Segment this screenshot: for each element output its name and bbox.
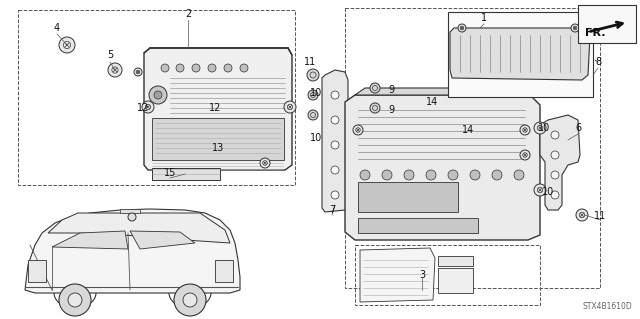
Polygon shape [450, 28, 590, 80]
Bar [120, 209, 140, 213]
Circle shape [59, 37, 75, 53]
Circle shape [308, 90, 318, 100]
Circle shape [426, 170, 436, 180]
Bar [358, 218, 478, 233]
Text: 14: 14 [426, 97, 438, 107]
Circle shape [534, 184, 546, 196]
Bar [438, 256, 473, 266]
Circle shape [370, 103, 380, 113]
Text: 7: 7 [329, 205, 335, 215]
Text: 12: 12 [137, 103, 149, 113]
Circle shape [260, 158, 270, 168]
Circle shape [307, 69, 319, 81]
Circle shape [208, 64, 216, 72]
Bar [358, 182, 458, 212]
Circle shape [520, 150, 530, 160]
Text: FR.: FR. [585, 28, 605, 38]
Bar [438, 268, 473, 293]
Text: 4: 4 [54, 23, 60, 33]
Text: 10: 10 [310, 133, 322, 143]
Circle shape [551, 191, 559, 199]
Circle shape [331, 116, 339, 124]
Circle shape [224, 64, 232, 72]
Text: 10: 10 [542, 187, 554, 197]
Bar [355, 245, 540, 305]
Text: 11: 11 [594, 211, 606, 221]
Circle shape [308, 110, 318, 120]
Circle shape [240, 64, 248, 72]
Text: 5: 5 [107, 50, 113, 60]
Text: 12: 12 [209, 103, 221, 113]
Circle shape [448, 170, 458, 180]
Text: 13: 13 [212, 143, 224, 153]
Circle shape [551, 171, 559, 179]
Text: 10: 10 [310, 88, 322, 98]
Polygon shape [25, 209, 240, 293]
Text: 6: 6 [575, 123, 581, 133]
Circle shape [404, 170, 414, 180]
Circle shape [551, 151, 559, 159]
Circle shape [382, 170, 392, 180]
Circle shape [492, 170, 502, 180]
Polygon shape [144, 48, 292, 170]
Polygon shape [130, 231, 195, 249]
Circle shape [520, 125, 530, 135]
Text: 10: 10 [538, 123, 550, 133]
Text: 14: 14 [462, 125, 474, 135]
Circle shape [183, 293, 197, 307]
Circle shape [174, 284, 206, 316]
Circle shape [192, 64, 200, 72]
Circle shape [571, 24, 579, 32]
Circle shape [134, 68, 142, 76]
Polygon shape [355, 88, 538, 95]
Text: 8: 8 [595, 57, 601, 67]
Circle shape [353, 125, 363, 135]
Text: 9: 9 [388, 85, 394, 95]
Polygon shape [540, 115, 580, 210]
Circle shape [331, 141, 339, 149]
Polygon shape [360, 248, 435, 302]
Circle shape [154, 91, 162, 99]
Text: STX4B1610D: STX4B1610D [582, 302, 632, 311]
Circle shape [142, 101, 154, 113]
Bar [578, 5, 636, 43]
Polygon shape [322, 70, 348, 212]
Circle shape [470, 170, 480, 180]
Circle shape [576, 209, 588, 221]
Circle shape [331, 166, 339, 174]
Polygon shape [345, 95, 540, 240]
Polygon shape [48, 213, 230, 243]
Circle shape [176, 64, 184, 72]
Circle shape [59, 284, 91, 316]
Circle shape [108, 63, 122, 77]
Circle shape [551, 131, 559, 139]
Circle shape [128, 213, 136, 221]
Text: 15: 15 [164, 168, 176, 178]
Circle shape [370, 83, 380, 93]
Bar [215, 260, 233, 282]
Bar [152, 118, 284, 160]
Circle shape [458, 24, 466, 32]
Text: 2: 2 [185, 9, 191, 19]
Polygon shape [152, 168, 220, 180]
Circle shape [534, 122, 546, 134]
Circle shape [331, 191, 339, 199]
Text: 9: 9 [388, 105, 394, 115]
Circle shape [149, 86, 167, 104]
Text: 1: 1 [481, 13, 487, 23]
Circle shape [68, 293, 82, 307]
Circle shape [284, 101, 296, 113]
Bar [28, 260, 46, 282]
Polygon shape [52, 231, 128, 249]
Circle shape [514, 170, 524, 180]
Circle shape [161, 64, 169, 72]
Text: 11: 11 [304, 57, 316, 67]
Circle shape [360, 170, 370, 180]
Bar [345, 8, 600, 288]
Text: 3: 3 [419, 270, 425, 280]
Circle shape [331, 91, 339, 99]
Bar [448, 12, 593, 97]
